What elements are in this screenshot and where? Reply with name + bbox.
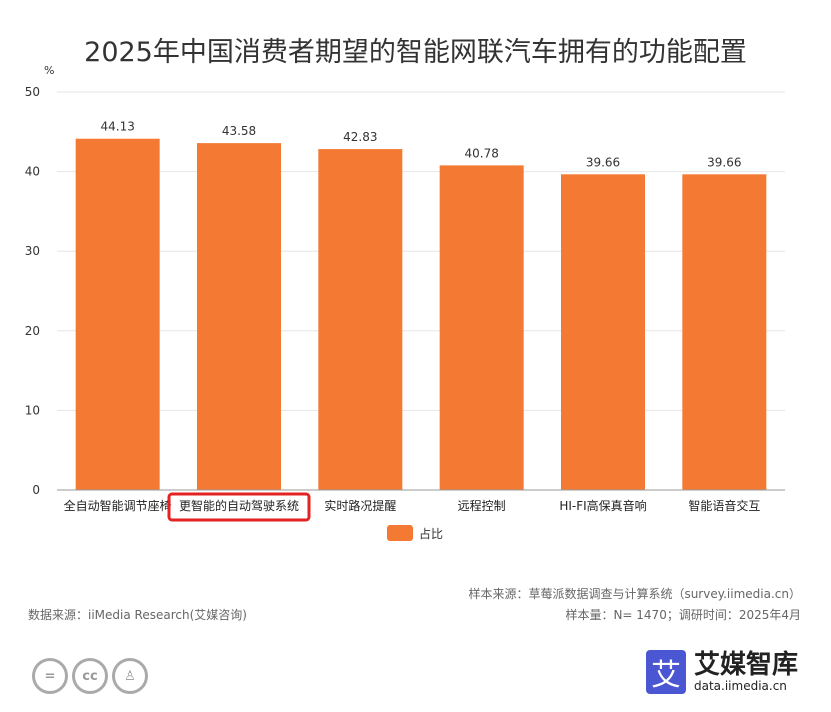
x-tick-label: 全自动智能调节座椅 xyxy=(64,498,172,513)
data-source: 数据来源：iiMedia Research(艾媒咨询) xyxy=(28,608,247,622)
bar-chart: % 0 10 20 30 40 50 44.13 全自动智能调节座椅 43.58 更智能的自动驾驶系… xyxy=(25,64,785,541)
bar xyxy=(682,174,767,490)
legend-swatch xyxy=(387,525,413,541)
no-derivatives-icon: = xyxy=(32,658,68,694)
bar xyxy=(197,143,281,490)
data-label: 42.83 xyxy=(343,130,377,144)
logo-url: data.iimedia.cn xyxy=(694,679,787,693)
logo: 艾 艾媒智库 data.iimedia.cn xyxy=(646,650,798,694)
y-tick-label: 50 xyxy=(25,85,40,99)
y-tick-label: 20 xyxy=(25,324,40,338)
x-tick-label: 更智能的自动驾驶系统 xyxy=(179,498,299,513)
data-label: 39.66 xyxy=(586,155,620,169)
sample-source: 样本来源：草莓派数据调查与计算系统（survey.iimedia.cn） xyxy=(468,587,801,601)
license-icons: = cc ♙ xyxy=(32,658,148,694)
y-axis-unit: % xyxy=(44,64,54,77)
sample-size: 样本量：N= 1470；调研时间：2025年4月 xyxy=(565,608,801,622)
bar xyxy=(318,149,403,491)
x-tick-label: 智能语音交互 xyxy=(688,498,760,513)
y-tick-label: 10 xyxy=(25,403,40,417)
legend-label: 占比 xyxy=(419,526,443,541)
logo-name: 艾媒智库 xyxy=(694,650,799,680)
data-label: 40.78 xyxy=(464,146,498,160)
x-tick-label: HI-FI高保真音响 xyxy=(559,498,646,513)
cc-icon: cc xyxy=(72,658,108,694)
data-label: 39.66 xyxy=(707,155,741,169)
bar xyxy=(561,174,645,490)
attribution-icon: ♙ xyxy=(112,658,148,694)
x-tick-label: 实时路况提醒 xyxy=(324,498,396,513)
chart-title: 2025年中国消费者期望的智能网联汽车拥有的功能配置 xyxy=(84,37,747,68)
x-tick-label: 远程控制 xyxy=(458,498,506,513)
y-tick-label: 40 xyxy=(25,165,40,179)
bar xyxy=(439,165,524,490)
data-label: 43.58 xyxy=(222,124,256,138)
y-tick-label: 0 xyxy=(32,483,40,497)
y-tick-label: 30 xyxy=(25,244,40,258)
logo-mark: 艾 xyxy=(646,650,686,694)
data-label: 44.13 xyxy=(100,120,134,134)
bar xyxy=(75,138,160,490)
highlight-box xyxy=(167,492,311,522)
